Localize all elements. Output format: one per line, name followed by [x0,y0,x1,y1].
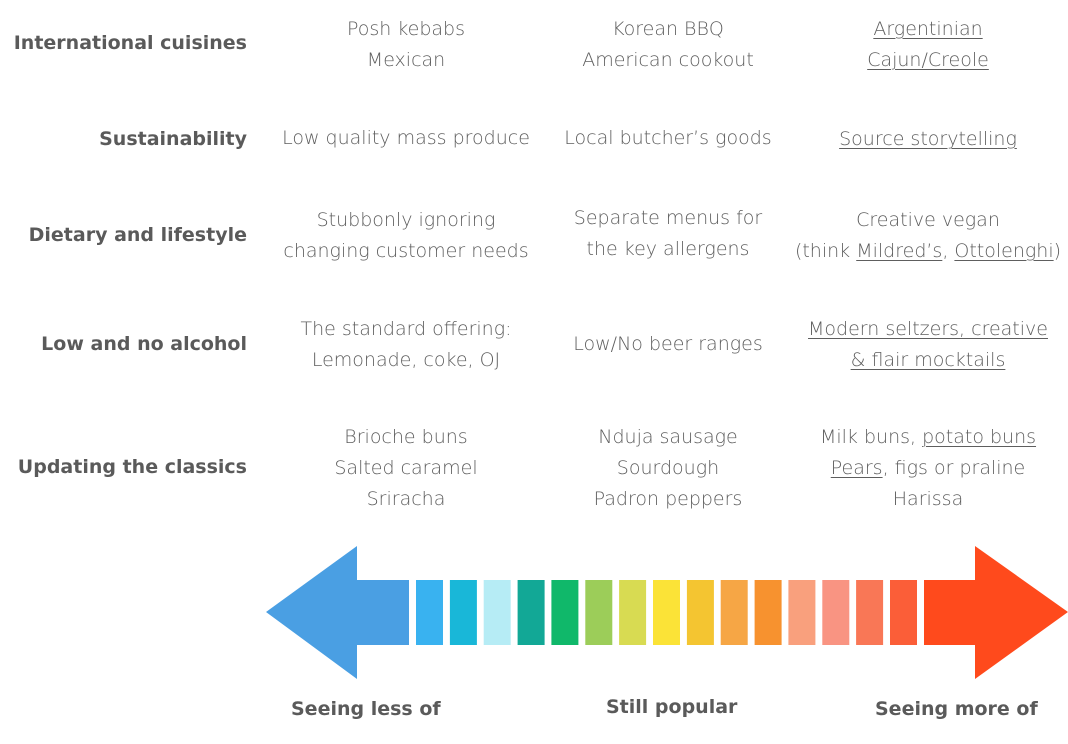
cell-line: Low/No beer ranges [573,333,763,355]
link-potato-buns[interactable]: potato buns [922,426,1037,448]
color-segment [449,580,477,645]
cell-international-popular: Korean BBQ American cookout [528,14,808,76]
cell-international-less: Posh kebabs Mexican [266,14,546,76]
cell-line: Milk buns, potato buns [788,422,1068,453]
row-label-dietary-and-lifestyle: Dietary and lifestyle [28,224,247,246]
color-segment [686,580,714,645]
text-fragment: ) [1053,240,1062,262]
color-segment [551,580,579,645]
cell-line: American cookout [582,49,754,71]
cell-line: Creative vegan [856,209,1000,231]
cell-line: Posh kebabs [346,18,466,40]
row-label-sustainability: Sustainability [99,128,247,150]
cell-line: Brioche buns [344,426,468,448]
left-arrow [266,546,409,679]
cell-line: Pears, figs or praline [788,453,1068,484]
color-segment [483,580,511,645]
color-segment [754,580,782,645]
cell-line: the key allergens [586,238,750,260]
cell-line: Nduja sausage [598,426,738,448]
color-segment [653,580,680,645]
cell-line: Salted caramel [334,457,478,479]
cell-line: Korean BBQ [612,18,724,40]
cell-international-more: Argentinian Cajun/Creole [788,14,1068,76]
row-label-updating-the-classics: Updating the classics [17,456,247,478]
cell-dietary-less: Stubbonly ignoring changing customer nee… [266,205,546,267]
label-seeing-less-of: Seeing less of [291,698,441,720]
link-mildreds[interactable]: Mildred’s [856,240,943,262]
cell-line: Low quality mass produce [282,127,530,149]
color-segment [788,580,816,645]
cell-line: Stubbonly ignoring [316,209,496,231]
link-pears[interactable]: Pears [830,457,883,479]
right-arrow [924,546,1068,679]
cell-line: Mexican [366,49,446,71]
cell-alcohol-less: The standard offering: Lemonade, coke, O… [266,314,546,376]
label-seeing-more-of: Seeing more of [875,698,1038,720]
cell-line: Lemonade, coke, OJ [311,349,501,371]
cell-sustainability-popular: Local butcher’s goods [528,123,808,154]
cell-sustainability-less: Low quality mass produce [266,123,546,154]
cell-dietary-more: Creative vegan (think Mildred’s, Ottolen… [788,205,1068,267]
link-modern-seltzers[interactable]: Modern seltzers, creative [808,318,1048,340]
cell-alcohol-more: Modern seltzers, creative & flair mockta… [788,314,1068,376]
cell-classics-less: Brioche buns Salted caramel Sriracha [266,422,546,515]
text-fragment: , figs or praline [882,457,1026,479]
cell-line: Local butcher’s goods [564,127,772,149]
color-segment [416,580,443,645]
cell-line: changing customer needs [283,240,529,262]
color-segment [856,580,884,645]
link-argentinian[interactable]: Argentinian [873,18,983,40]
cell-line: Padron peppers [593,488,743,510]
link-flair-mocktails[interactable]: & flair mocktails [850,349,1006,371]
cell-line: (think Mildred’s, Ottolenghi) [788,236,1068,267]
color-segment [517,580,545,645]
row-label-international-cuisines: International cuisines [13,32,247,54]
color-segment [585,580,613,645]
cell-alcohol-popular: Low/No beer ranges [528,329,808,360]
color-segment [720,580,748,645]
color-segment [822,580,850,645]
cell-line: Separate menus for [573,207,763,229]
text-fragment: (think [794,240,857,262]
label-still-popular: Still popular [606,696,738,718]
link-ottolenghi[interactable]: Ottolenghi [954,240,1054,262]
color-segment [890,580,917,645]
link-cajun-creole[interactable]: Cajun/Creole [867,49,989,71]
cell-classics-more: Milk buns, potato buns Pears, figs or pr… [788,422,1068,515]
cell-line: The standard offering: [300,318,512,340]
color-segment [619,580,647,645]
cell-sustainability-more: Source storytelling [788,124,1068,155]
cell-line: Sourdough [616,457,720,479]
cell-line: Harissa [892,488,964,510]
cell-line: Sriracha [366,488,446,510]
color-segments [416,580,917,645]
row-label-low-and-no-alcohol: Low and no alcohol [41,333,247,355]
cell-classics-popular: Nduja sausage Sourdough Padron peppers [528,422,808,515]
link-source-storytelling[interactable]: Source storytelling [839,128,1017,150]
text-fragment: , [942,240,955,262]
cell-dietary-popular: Separate menus for the key allergens [528,203,808,265]
text-fragment: Milk buns, [819,426,923,448]
